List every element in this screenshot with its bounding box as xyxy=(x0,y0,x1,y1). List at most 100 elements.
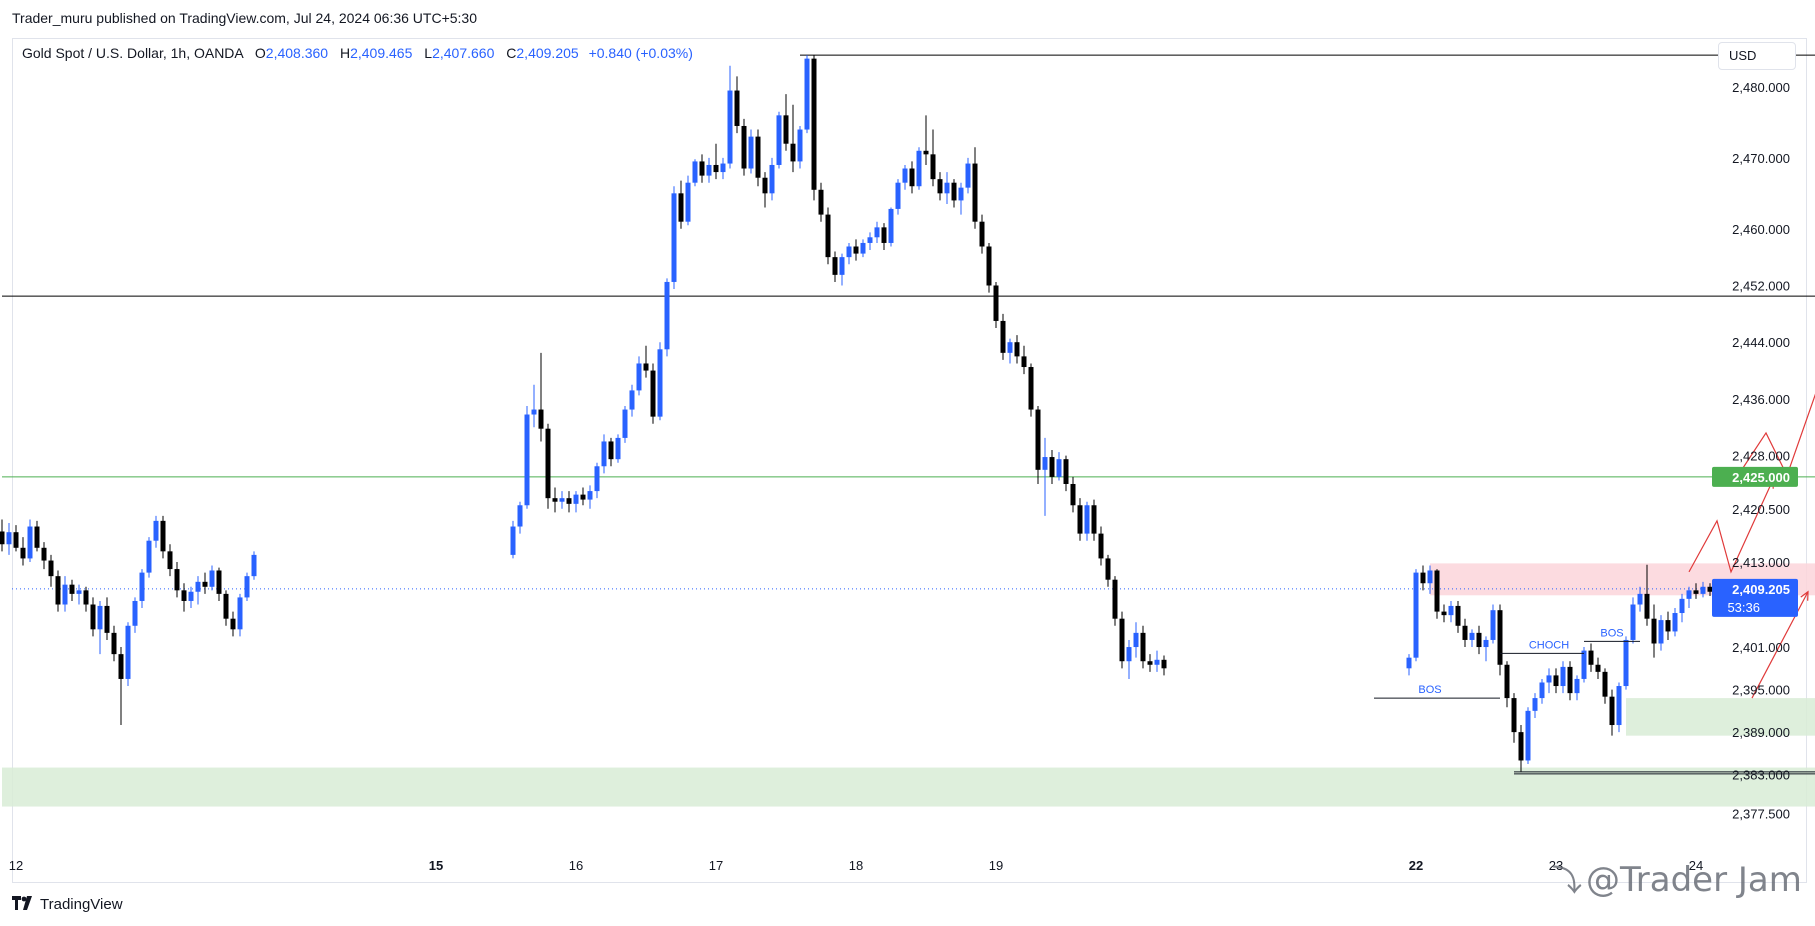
candle-body-146 xyxy=(1511,698,1517,733)
candle-body-47 xyxy=(580,494,586,500)
y-tick-label-1: 2,470.000 xyxy=(1732,151,1790,166)
candle-body-26 xyxy=(181,590,187,601)
candle-body-28 xyxy=(195,581,201,592)
tradingview-icon xyxy=(12,896,34,913)
candle-body-106 xyxy=(993,285,999,321)
candle-body-88 xyxy=(867,237,873,243)
candle-body-63 xyxy=(692,161,698,183)
candle-body-145 xyxy=(1504,664,1510,699)
candle-body-97 xyxy=(930,154,936,180)
y-tick-label-5: 2,436.000 xyxy=(1732,392,1790,407)
author-watermark: ⤵ @Trader Jam xyxy=(1552,856,1802,900)
projection-path-1 xyxy=(1688,479,1774,574)
candle-body-8 xyxy=(55,576,61,605)
candle-body-156 xyxy=(1581,650,1587,679)
candle-body-20 xyxy=(139,572,145,601)
candle-body-48 xyxy=(587,491,593,500)
y-tick-label-10: 2,395.000 xyxy=(1732,683,1790,698)
price-marker-bg-1 xyxy=(1712,578,1798,617)
candle-body-85 xyxy=(846,246,852,258)
candle-body-83 xyxy=(832,257,838,275)
candle-body-143 xyxy=(1490,610,1496,640)
high-label: H xyxy=(339,45,351,61)
candle-body-103 xyxy=(972,163,978,222)
candle-body-12 xyxy=(83,590,89,605)
candle-body-113 xyxy=(1042,457,1048,470)
candle-body-115 xyxy=(1056,459,1062,477)
candle-body-174 xyxy=(1707,586,1713,592)
candle-body-90 xyxy=(881,227,887,243)
x-tick-label-3: 17 xyxy=(709,858,723,873)
candle-body-142 xyxy=(1483,639,1489,648)
candle-body-163 xyxy=(1630,604,1636,640)
structure-label-0: BOS xyxy=(1418,684,1441,696)
candle-body-76 xyxy=(783,115,789,144)
watermark-text: @Trader Jam xyxy=(1586,860,1802,900)
candle-body-25 xyxy=(174,569,180,591)
candle-body-58 xyxy=(657,349,663,417)
price-marker-label-1: 2,409.205 xyxy=(1732,582,1790,597)
candle-body-78 xyxy=(797,129,803,162)
tradingview-logo[interactable]: TradingView xyxy=(12,896,123,913)
candle-body-22 xyxy=(153,520,159,541)
candle-body-140 xyxy=(1469,632,1475,640)
candle-body-71 xyxy=(748,136,754,169)
candle-body-36 xyxy=(251,554,257,577)
candle-body-105 xyxy=(986,246,992,286)
candle-body-68 xyxy=(727,90,733,164)
candle-body-122 xyxy=(1105,558,1111,580)
candle-body-114 xyxy=(1049,457,1055,477)
candle-body-134 xyxy=(1427,570,1433,584)
candle-body-84 xyxy=(839,257,845,275)
candle-body-41 xyxy=(538,409,544,429)
y-tick-label-11: 2,389.000 xyxy=(1732,725,1790,740)
candle-body-129 xyxy=(1154,659,1160,665)
price-axis: 2,480.000 2,470.000 2,460.000 2,452.000 2,44… xyxy=(1732,80,1790,822)
candle-body-135 xyxy=(1434,570,1440,612)
structure-layer: BOS CHOCH BOS xyxy=(1374,627,1815,775)
candle-body-101 xyxy=(958,187,964,201)
structure-label-2: BOS xyxy=(1600,627,1623,639)
candle-body-111 xyxy=(1028,367,1034,410)
candle-body-150 xyxy=(1539,682,1545,699)
candle-body-57 xyxy=(650,370,656,417)
low-label: L xyxy=(424,45,433,61)
candle-body-153 xyxy=(1560,666,1566,687)
candle-body-55 xyxy=(636,363,642,391)
currency-button[interactable]: USD xyxy=(1718,42,1796,70)
candle-body-137 xyxy=(1448,605,1454,616)
candle-body-23 xyxy=(160,520,166,552)
x-tick-label-2: 16 xyxy=(569,858,583,873)
candle-body-60 xyxy=(671,193,677,282)
demand-zone-2 xyxy=(2,767,1815,807)
candle-body-29 xyxy=(202,581,208,587)
candle-body-110 xyxy=(1021,356,1027,368)
candle-body-161 xyxy=(1616,686,1622,726)
candle-body-65 xyxy=(706,164,712,176)
candle-body-112 xyxy=(1035,409,1041,470)
candle-body-95 xyxy=(916,150,922,187)
candle-body-24 xyxy=(167,551,173,570)
y-tick-label-7: 2,420.500 xyxy=(1732,502,1790,517)
candle-body-86 xyxy=(853,246,859,254)
candle-body-11 xyxy=(76,590,82,594)
candle-body-91 xyxy=(888,208,894,243)
candle-body-100 xyxy=(951,182,957,201)
candle-body-94 xyxy=(909,168,915,187)
time-axis: 1215161718192223242526 xyxy=(9,858,1703,873)
candle-body-169 xyxy=(1672,613,1678,632)
x-tick-label-0: 12 xyxy=(9,858,23,873)
candle-body-1 xyxy=(6,532,12,545)
candle-body-144 xyxy=(1497,610,1503,665)
candle-body-62 xyxy=(685,182,691,222)
candle-body-75 xyxy=(776,115,782,165)
symbol-legend: Gold Spot / U.S. Dollar, 1h, OANDA O2,40… xyxy=(22,45,693,61)
candle-body-123 xyxy=(1112,579,1118,619)
candle-body-109 xyxy=(1014,342,1020,357)
candle-body-70 xyxy=(741,125,747,169)
candle-body-155 xyxy=(1574,678,1580,694)
candle-body-5 xyxy=(34,526,40,548)
candle-body-120 xyxy=(1091,505,1097,534)
candle-body-124 xyxy=(1119,618,1125,662)
